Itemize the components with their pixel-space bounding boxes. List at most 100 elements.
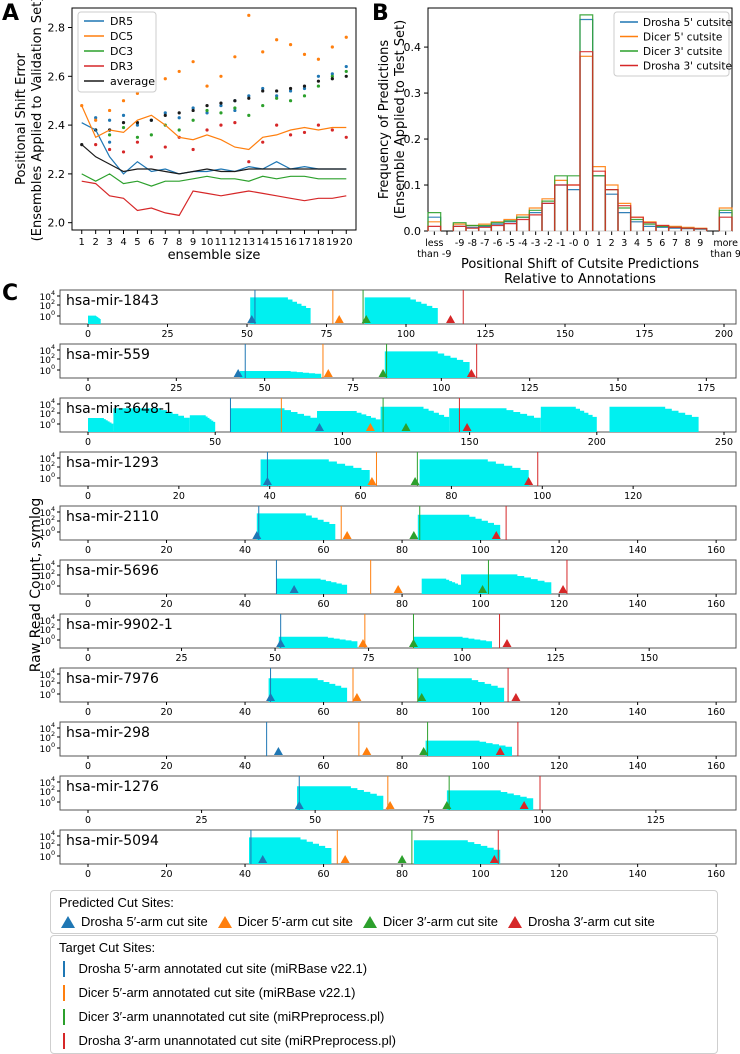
track-name: hsa-mir-559	[66, 347, 150, 363]
chart-b-base-bar	[491, 224, 505, 232]
track-ytick-exp: 4	[51, 343, 55, 351]
track-xtick-label: 250	[715, 437, 733, 448]
track-xtick-label: 0	[85, 653, 91, 664]
chart-a-ytick-label: 2.2	[48, 168, 66, 181]
chart-a-legend-label: DC3	[110, 45, 133, 58]
read-block	[278, 636, 358, 648]
track-ytick-exp: 0	[51, 795, 55, 803]
track-ytick-exp: 0	[51, 741, 55, 749]
chart-b-xtick-label: 7	[672, 238, 678, 249]
chart-a-point	[163, 111, 167, 115]
predicted-cut-triangle	[385, 801, 395, 809]
track-xtick-label: 40	[239, 761, 251, 772]
predicted-legend-label: Dicer 3′-arm cut site	[382, 914, 498, 929]
predicted-cut-triangle	[334, 315, 344, 323]
chart-a-point	[316, 123, 321, 127]
chart-a-point	[302, 130, 307, 135]
track-xtick-label: 40	[239, 707, 251, 718]
chart-a-xtick-label: 6	[148, 237, 154, 248]
predicted-cut-triangle	[410, 477, 420, 485]
read-block	[256, 513, 336, 540]
chart-a-xtick-label: 9	[190, 237, 196, 248]
chart-a-xtick-label: 17	[298, 237, 311, 248]
track-xtick-label: 0	[85, 329, 91, 340]
track-ytick-exp: 2	[51, 622, 55, 630]
chart-a-xtick-label: 19	[326, 237, 339, 248]
chart-b-xtick-label: -3	[531, 238, 540, 249]
chart-a-point	[121, 121, 126, 125]
track-xtick-label: 140	[629, 707, 647, 718]
chart-a-point	[94, 143, 98, 147]
predicted-cut-triangle	[502, 639, 512, 647]
triangle-icon	[217, 915, 232, 928]
chart-b-xtick-label: -5	[506, 238, 515, 249]
chart-a-point	[316, 79, 321, 83]
chart-a-point	[135, 91, 140, 95]
track-ytick-label: 10	[40, 617, 52, 627]
chart-a-point	[121, 113, 126, 117]
chart-a-point	[247, 113, 251, 117]
chart-a-point	[107, 118, 112, 122]
track-xtick-label: 160	[707, 599, 725, 610]
target-legend: Target Cut Sites: Drosha 5′-arm annotate…	[50, 935, 718, 1054]
chart-b-xtick-label: -1	[556, 238, 565, 249]
predicted-cut-triangle	[262, 477, 272, 485]
chart-a-point	[275, 38, 279, 42]
track-xtick-label: 40	[239, 869, 251, 880]
predicted-cut-triangle	[365, 423, 375, 431]
predicted-legend-item: Drosha 5′-arm cut site	[61, 914, 208, 929]
chart-a-point	[275, 96, 279, 100]
chart-b-xtick-label: 2	[609, 238, 615, 249]
track-frame	[59, 451, 737, 487]
track-name: hsa-mir-3648-1	[66, 401, 173, 417]
chart-a-point	[135, 140, 140, 144]
chart-a-point	[135, 135, 140, 139]
predicted-legend-item: Dicer 5′-arm cut site	[217, 914, 353, 929]
chart-a-point	[316, 84, 321, 88]
track-ytick-exp: 2	[51, 460, 55, 468]
track-xtick-label: 125	[521, 383, 539, 394]
chart-a-point	[344, 135, 348, 139]
chart-a-point	[107, 140, 112, 144]
chart-a-ylabel: Positional Shift Error	[14, 53, 29, 185]
read-block	[421, 578, 461, 594]
predicted-cut-triangle	[397, 855, 407, 863]
track-name: hsa-mir-9902-1	[66, 617, 173, 633]
track-frame	[59, 667, 737, 703]
predicted-legend-item: Dicer 3′-arm cut site	[362, 914, 498, 929]
predicted-cut-triangle	[401, 423, 411, 431]
chart-b-base-bar	[605, 193, 618, 232]
track-xtick-label: 100	[333, 437, 351, 448]
chart-a-point	[344, 64, 348, 69]
line-icon	[63, 1008, 65, 1025]
track-ytick-exp: 4	[51, 397, 55, 405]
read-block	[413, 636, 492, 648]
chart-a-series-line	[81, 180, 347, 217]
track-xtick-label: 100	[397, 329, 415, 340]
chart-b-legend-label: Drosha 5' cutsite	[643, 17, 732, 29]
chart-a-point	[302, 84, 307, 88]
chart-a-point	[191, 118, 195, 122]
chart-a-point	[275, 123, 279, 127]
target-legend-title: Target Cut Sites:	[59, 940, 156, 955]
predicted-cut-triangle	[358, 639, 368, 647]
track-xtick-label: 25	[175, 653, 187, 664]
chart-a-point	[107, 133, 112, 137]
read-block	[417, 514, 501, 540]
target-legend-label: Drosha 3′-arm unannotated cut site (miRP…	[78, 1033, 396, 1048]
track-xtick-label: 100	[453, 653, 471, 664]
track-xtick-label: 80	[396, 761, 408, 772]
predicted-legend-label: Drosha 3′-arm cut site	[527, 914, 655, 929]
track-xtick-label: 50	[259, 383, 271, 394]
chart-a-point	[177, 69, 181, 74]
chart-a-point	[107, 108, 112, 113]
chart-a-point	[219, 74, 223, 78]
chart-b-base-bar	[504, 223, 517, 232]
chart-a-point	[135, 123, 140, 127]
track-xtick-label: 150	[640, 653, 658, 664]
chart-a-ytick-label: 2.0	[48, 217, 66, 230]
track-ytick-exp: 0	[51, 849, 55, 857]
chart-a-point	[219, 123, 223, 127]
